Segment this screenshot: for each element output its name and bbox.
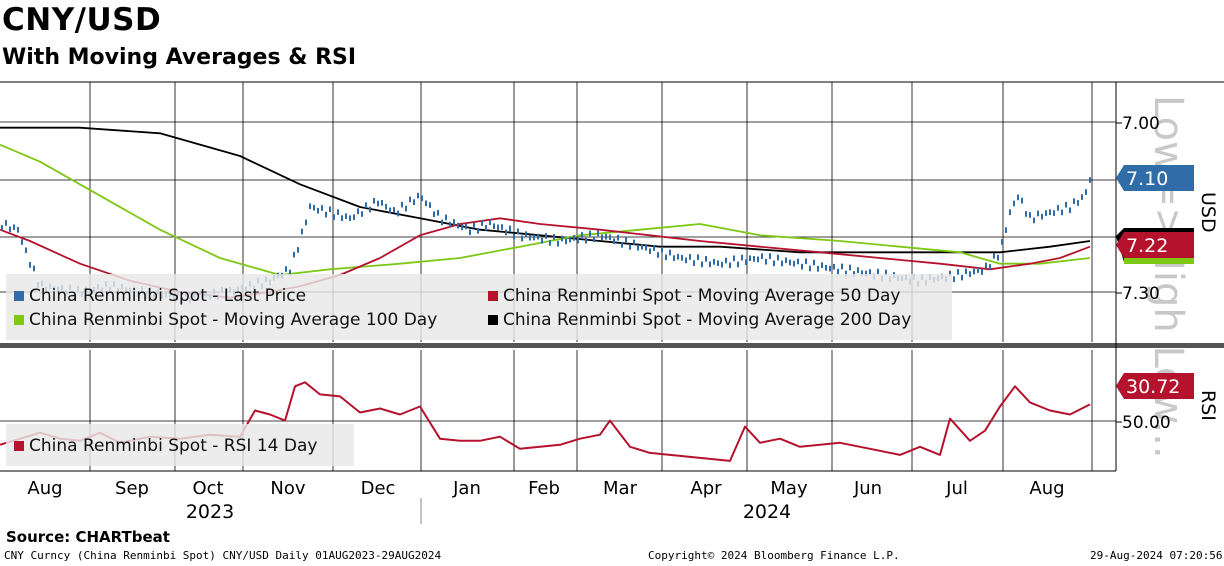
x-month-label: Dec: [361, 478, 396, 499]
x-month-label: Jun: [853, 478, 882, 499]
price-legend: China Renminbi Spot - Last Price China R…: [6, 274, 952, 340]
y-axis-label-rsi: RSI: [1197, 390, 1219, 421]
legend-label: China Renminbi Spot - Moving Average 100…: [29, 310, 438, 330]
legend-item-ma50: China Renminbi Spot - Moving Average 50 …: [488, 286, 900, 306]
rsi-legend: China Renminbi Spot - RSI 14 Day: [6, 424, 354, 466]
x-month-label: Feb: [528, 478, 560, 499]
legend-swatch: [488, 291, 498, 301]
chart-subtitle: With Moving Averages & RSI: [2, 45, 357, 70]
x-year-label: 2024: [743, 501, 791, 523]
legend-item-rsi: China Renminbi Spot - RSI 14 Day: [14, 436, 317, 456]
legend-swatch: [14, 441, 24, 451]
rsi-tag-bg: [1116, 373, 1194, 399]
chart-title: CNY/USD: [2, 2, 162, 38]
legend-swatch: [14, 315, 24, 325]
last-price-tag-bg: [1116, 165, 1194, 191]
legend-label: China Renminbi Spot - RSI 14 Day: [29, 436, 318, 456]
legend-label: China Renminbi Spot - Last Price: [29, 286, 307, 306]
legend-item-last-price: China Renminbi Spot - Last Price: [14, 286, 306, 306]
y-tick-label: 7.00: [1122, 114, 1160, 134]
y-tick-label: 7.30: [1122, 284, 1160, 304]
x-month-label: Jan: [452, 478, 481, 499]
timestamp: 29-Aug-2024 07:20:56: [1090, 549, 1223, 562]
y-tick-label: 50.00: [1122, 413, 1171, 433]
ma50-tag-bg: [1116, 232, 1194, 258]
legend-swatch: [14, 291, 24, 301]
x-month-label: Apr: [690, 478, 722, 499]
source-note: Source: CHARTbeat: [6, 528, 170, 546]
legend-swatch: [488, 315, 498, 325]
legend-label: China Renminbi Spot - Moving Average 50 …: [503, 286, 901, 306]
ma100-line: [0, 143, 1091, 276]
ma50-tag: 7.22: [1116, 232, 1194, 258]
legend-item-ma100: China Renminbi Spot - Moving Average 100…: [14, 310, 437, 330]
last-price-tag-text: 7.10: [1126, 168, 1168, 190]
panel-divider: [0, 343, 1224, 348]
x-month-label: Aug: [1029, 478, 1064, 499]
x-month-label: May: [770, 478, 808, 499]
x-month-label: Aug: [27, 478, 62, 499]
x-month-label: Nov: [270, 478, 305, 499]
x-month-label: Mar: [603, 478, 638, 499]
x-month-label: Sep: [115, 478, 149, 499]
copyright-note: Copyright© 2024 Bloomberg Finance L.P.: [648, 549, 900, 562]
y-axis-label-usd: USD: [1197, 192, 1219, 233]
rsi-tag-text: 30.72: [1126, 376, 1180, 398]
ticker-info: CNY Curncy (China Renminbi Spot) CNY/USD…: [4, 549, 442, 562]
x-month-label: Oct: [192, 478, 223, 499]
x-month-label: Jul: [945, 478, 968, 499]
rsi-tag: 30.72: [1116, 373, 1194, 399]
watermark-text: Low=>High Low...: [1145, 95, 1191, 459]
x-year-label: 2023: [186, 501, 234, 523]
legend-label: China Renminbi Spot - Moving Average 200…: [503, 310, 912, 330]
ma50-tag-text: 7.22: [1126, 235, 1168, 257]
legend-item-ma200: China Renminbi Spot - Moving Average 200…: [488, 310, 911, 330]
last-price-tag: 7.10: [1116, 165, 1194, 191]
